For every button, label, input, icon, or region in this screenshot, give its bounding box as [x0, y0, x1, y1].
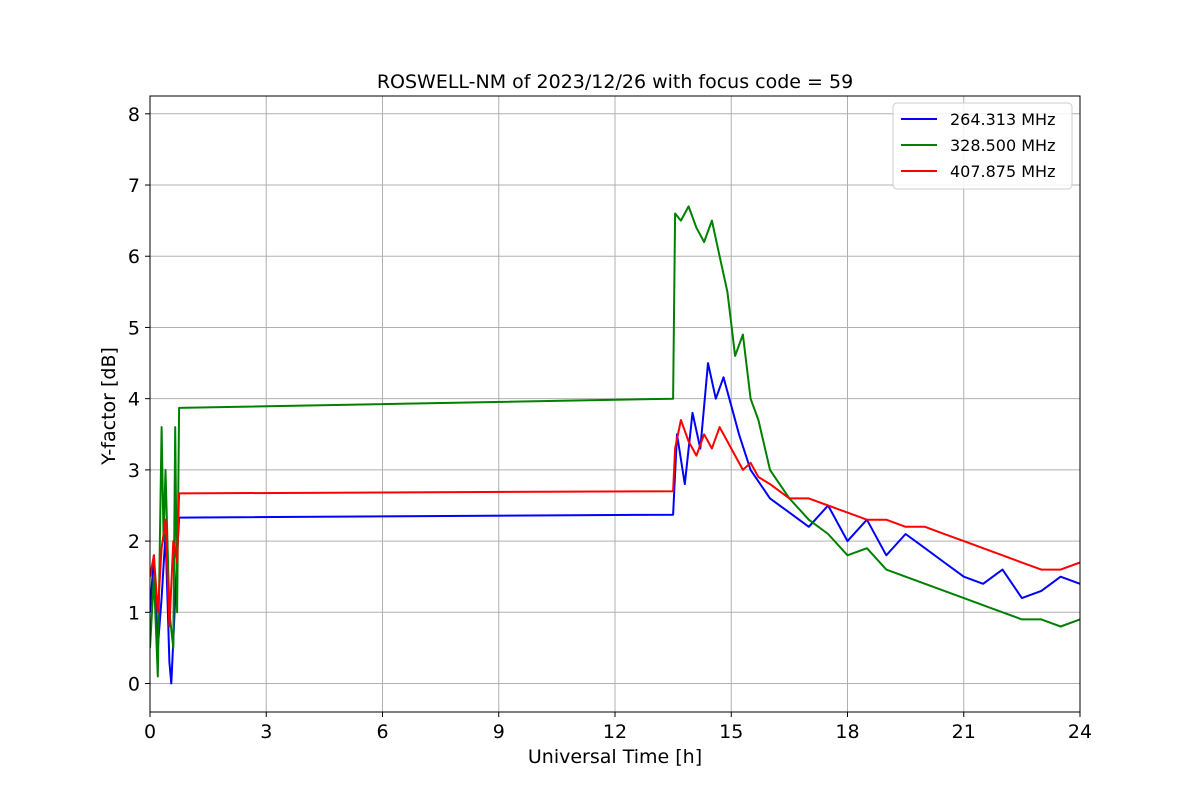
legend-label: 328.500 MHz	[950, 136, 1055, 155]
series-line-1	[150, 205, 1080, 678]
x-tick-label: 15	[719, 721, 743, 743]
x-tick-label: 6	[376, 721, 388, 743]
x-tick-label: 12	[603, 721, 627, 743]
x-tick-label: 9	[493, 721, 505, 743]
y-tick-label: 6	[128, 246, 140, 268]
chart-title: ROSWELL-NM of 2023/12/26 with focus code…	[377, 71, 853, 93]
x-tick-label: 3	[260, 721, 272, 743]
y-tick-label: 1	[128, 602, 140, 624]
legend: 264.313 MHz 328.500 MHz 407.875 MHz	[892, 102, 1073, 190]
x-tick-label: 18	[835, 721, 859, 743]
y-axis-label: Y-factor [dB]	[98, 347, 120, 466]
y-tick-label: 8	[128, 104, 140, 126]
series-layer	[150, 205, 1080, 685]
y-tick-label: 3	[128, 460, 140, 482]
x-tick-label: 0	[144, 721, 156, 743]
x-axis-label: Universal Time [h]	[528, 746, 702, 768]
x-tick-label: 24	[1068, 721, 1092, 743]
y-tick-label: 0	[128, 674, 140, 696]
y-tick-label: 2	[128, 531, 140, 553]
y-tick-label: 4	[128, 389, 140, 411]
series-line-0	[150, 362, 1080, 685]
y-tick-label: 7	[128, 175, 140, 197]
legend-box	[892, 102, 1073, 190]
y-tick-label: 5	[128, 317, 140, 339]
x-tick-label: 21	[952, 721, 976, 743]
series-line-2	[150, 419, 1080, 628]
legend-label: 264.313 MHz	[950, 110, 1055, 129]
legend-label: 407.875 MHz	[950, 162, 1055, 181]
